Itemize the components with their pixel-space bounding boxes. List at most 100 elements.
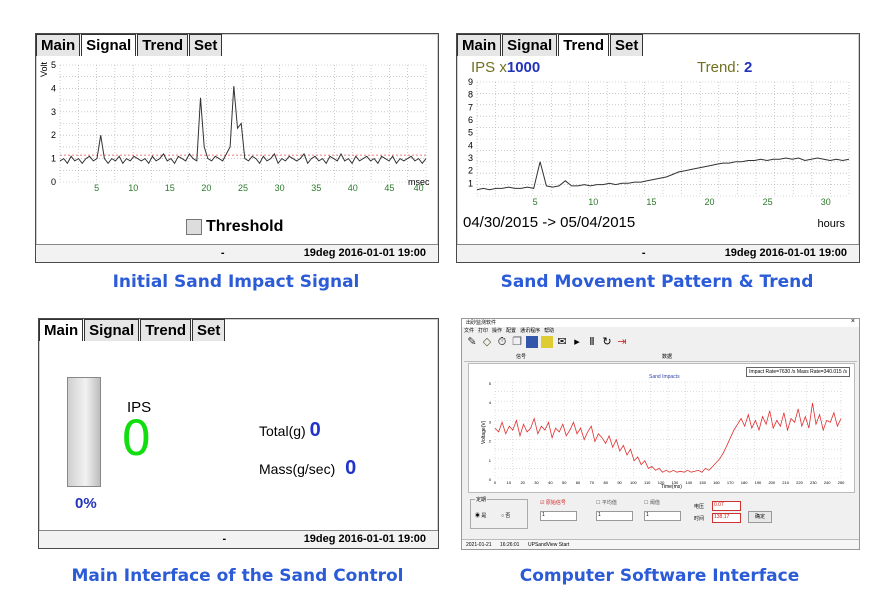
- signal-xunit: msec: [408, 177, 430, 187]
- trend-ytick: 2: [468, 166, 473, 176]
- signal-ytick: 0: [51, 177, 56, 187]
- menu-config[interactable]: 配置: [506, 328, 517, 334]
- software-xtick: 0: [494, 480, 497, 485]
- main-panel: Main Signal Trend Set 0% IPS 0 Total(g) …: [38, 318, 439, 549]
- trend-ytick: 8: [468, 90, 473, 100]
- pen-icon[interactable]: ✎: [467, 336, 477, 348]
- status-bar: - 19deg 2016-01-01 19:00: [36, 244, 438, 262]
- trend-xtick: 20: [704, 197, 714, 207]
- trend-chart: 1 2 3 4 5 6 7 8 9 5 10 15 20 25 30: [468, 78, 850, 207]
- trend-ytick: 5: [468, 128, 473, 138]
- software-xtick: 220: [796, 480, 803, 485]
- signal-ylabel: Volt: [39, 61, 49, 77]
- close-icon[interactable]: ×: [850, 318, 855, 325]
- menu-file[interactable]: 文件: [464, 328, 475, 334]
- copy-icon[interactable]: ❐: [512, 336, 522, 348]
- signal-series-line: [59, 86, 427, 165]
- tab-set[interactable]: Set: [192, 319, 226, 341]
- plot-area: Impact Rate=7630 /s Mass Rate=340.015 /s…: [468, 363, 855, 493]
- toolbar: ✎ ◇ ⏱ ❐ ✉ ▸ Ⅱ ↻ ⇥: [466, 336, 631, 348]
- ips-multiplier: IPS x1000: [471, 59, 540, 76]
- trend-ytick: 9: [468, 78, 473, 87]
- send-icon[interactable]: ✉: [557, 336, 567, 348]
- confirm-button[interactable]: 确定: [748, 511, 772, 523]
- status-text: 19deg 2016-01-01 19:00: [724, 247, 847, 259]
- signal-xtick: 30: [275, 183, 285, 193]
- chk-avg[interactable]: ☐ 平均值: [596, 500, 617, 506]
- software-xtick: 200: [768, 480, 775, 485]
- caption-trend: Sand Movement Pattern & Trend: [500, 272, 814, 292]
- trend-xtick: 15: [646, 197, 656, 207]
- pause-icon[interactable]: Ⅱ: [589, 336, 595, 348]
- tab-trend[interactable]: Trend: [558, 34, 610, 56]
- software-xtick: 70: [590, 480, 595, 485]
- ips-value: 0: [121, 411, 152, 467]
- trend-ytick: 1: [468, 178, 473, 188]
- software-ytick: 1: [489, 458, 492, 463]
- period-group: 定期 ◉ 是 ○ 否: [470, 496, 528, 529]
- software-xtick: 180: [741, 480, 748, 485]
- clock-icon[interactable]: ⏱: [497, 336, 507, 348]
- menu-operate[interactable]: 操作: [492, 328, 503, 334]
- voltage-field[interactable]: 0.07: [712, 501, 741, 511]
- trend-indicator: Trend: 2: [697, 59, 752, 76]
- software-statusbar: 2021-01-21 16:26:01 UPSandView Start: [462, 539, 859, 549]
- mass-label: Mass(g/sec): [259, 461, 336, 477]
- signal-ytick: 5: [51, 60, 56, 70]
- signal-xtick: 20: [201, 183, 211, 193]
- signal-ytick: 2: [51, 130, 56, 140]
- software-xtick: 150: [699, 480, 706, 485]
- tab-signal[interactable]: Signal: [84, 319, 140, 341]
- tab-main[interactable]: Main: [39, 319, 84, 341]
- chk-raw-label: 原始信号: [545, 500, 566, 506]
- menu-help[interactable]: 帮助: [544, 328, 555, 334]
- menu-comm[interactable]: 通讯程序: [520, 328, 541, 334]
- software-xtick: 50: [562, 480, 567, 485]
- refresh-icon[interactable]: ↻: [602, 336, 612, 348]
- spin-avg[interactable]: 1: [596, 511, 633, 521]
- spin-thr[interactable]: 1: [644, 511, 681, 521]
- software-xtick: 40: [548, 480, 553, 485]
- menu-print[interactable]: 打印: [478, 328, 489, 334]
- total-value: 0: [309, 419, 321, 441]
- time-field[interactable]: 138.17: [712, 513, 741, 523]
- save-icon[interactable]: [526, 336, 538, 348]
- tab-main[interactable]: Main: [457, 34, 502, 56]
- play-icon[interactable]: ▸: [574, 336, 580, 348]
- tab-main[interactable]: Main: [36, 34, 81, 56]
- software-ytick: 2: [489, 439, 492, 444]
- radio-yes[interactable]: ◉ 是: [475, 513, 487, 519]
- software-xtick: 20: [520, 480, 525, 485]
- software-xtick: 10: [507, 480, 512, 485]
- chk-thr-label: 阈值: [649, 500, 660, 506]
- threshold-checkbox[interactable]: [186, 219, 202, 235]
- note-icon[interactable]: [541, 336, 553, 348]
- trend-xtick: 5: [533, 197, 538, 207]
- software-xlabel: Time(ms): [661, 484, 682, 490]
- tab-set[interactable]: Set: [610, 34, 644, 56]
- tab-signal[interactable]: Signal: [502, 34, 558, 56]
- menu-bar: 文件 打印 操作 配置 通讯程序 帮助: [464, 327, 554, 334]
- diamond-icon[interactable]: ◇: [482, 336, 492, 348]
- chk-raw[interactable]: ☑ 原始信号: [540, 500, 566, 506]
- spin-raw[interactable]: 1: [540, 511, 577, 521]
- software-window: 出砂监测软件 × 文件 打印 操作 配置 通讯程序 帮助 ✎ ◇ ⏱ ❐ ✉ ▸…: [461, 318, 860, 550]
- caption-signal: Initial Sand Impact Signal: [112, 272, 360, 292]
- software-ytick: 5: [489, 381, 492, 386]
- caption-main: Main Interface of the Sand Control: [71, 566, 404, 586]
- signal-xtick: 5: [94, 183, 99, 193]
- threshold-toggle[interactable]: Threshold: [186, 218, 283, 236]
- tab-set[interactable]: Set: [189, 34, 223, 56]
- chk-thr[interactable]: ☐ 阈值: [644, 500, 660, 506]
- tab-signal[interactable]: Signal: [81, 34, 137, 56]
- exit-icon[interactable]: ⇥: [617, 336, 627, 348]
- radio-no[interactable]: ○ 否: [501, 513, 511, 519]
- software-xtick: 130: [672, 480, 679, 485]
- software-xtick: 100: [630, 480, 637, 485]
- tab-trend[interactable]: Trend: [140, 319, 192, 341]
- threshold-label: Threshold: [206, 218, 284, 235]
- tab-trend[interactable]: Trend: [137, 34, 189, 56]
- signal-xtick: 40: [414, 183, 424, 193]
